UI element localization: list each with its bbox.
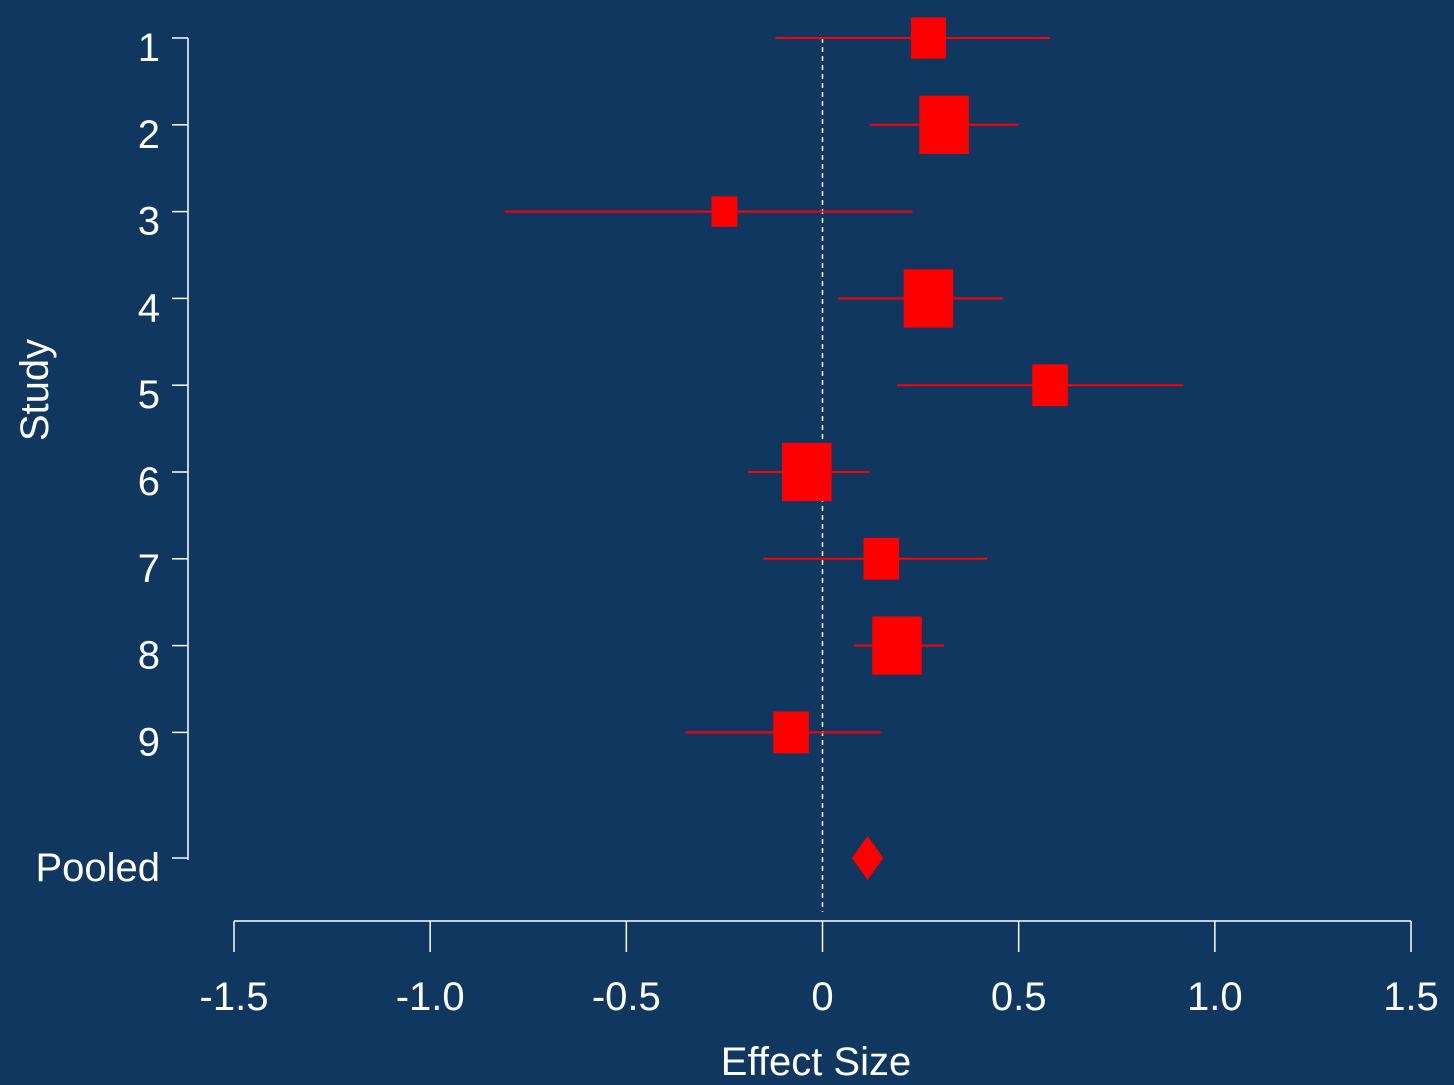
y-axis-tick-labels: 1 2 3 4 5 6 7 8 9 Pooled xyxy=(35,26,160,890)
x-tick-label: 0.5 xyxy=(991,975,1047,1019)
x-axis-title: Effect Size xyxy=(721,1040,911,1084)
study-estimate-box xyxy=(773,711,809,754)
y-tick-label: 3 xyxy=(138,200,160,244)
y-tick-label: 1 xyxy=(138,26,160,70)
y-tick-label: 4 xyxy=(138,286,160,330)
y-axis-title: Study xyxy=(13,339,57,441)
study-estimate-box xyxy=(919,95,969,154)
y-tick-label: 6 xyxy=(138,460,160,504)
study-estimate-box xyxy=(782,442,832,502)
y-tick-label: 9 xyxy=(138,720,160,764)
y-tick-label: 2 xyxy=(138,113,160,157)
study-estimate-box xyxy=(872,616,922,675)
study-estimate-box xyxy=(711,196,738,227)
study-estimate-box xyxy=(863,537,900,580)
x-tick-label: 0 xyxy=(811,975,833,1019)
study-estimates xyxy=(711,17,1068,754)
x-tick-label: -1.0 xyxy=(396,975,465,1019)
x-axis-tick-labels: -1.5 -1.0 -0.5 0 0.5 1.0 1.5 xyxy=(200,975,1439,1019)
study-estimate-box xyxy=(1032,364,1068,407)
pooled-estimate-diamond xyxy=(851,836,884,880)
y-tick-label: Pooled xyxy=(35,846,160,890)
y-axis-ticks xyxy=(172,37,188,859)
y-tick-label: 5 xyxy=(138,373,160,417)
y-tick-label: 8 xyxy=(138,634,160,678)
y-tick-label: 7 xyxy=(138,547,160,591)
x-axis-ticks xyxy=(233,921,1412,952)
x-tick-label: 1.5 xyxy=(1383,975,1439,1019)
study-estimate-box xyxy=(903,269,954,328)
x-tick-label: -0.5 xyxy=(592,975,661,1019)
x-tick-label: 1.0 xyxy=(1187,975,1243,1019)
study-estimate-box xyxy=(910,17,946,59)
x-tick-label: -1.5 xyxy=(200,975,269,1019)
